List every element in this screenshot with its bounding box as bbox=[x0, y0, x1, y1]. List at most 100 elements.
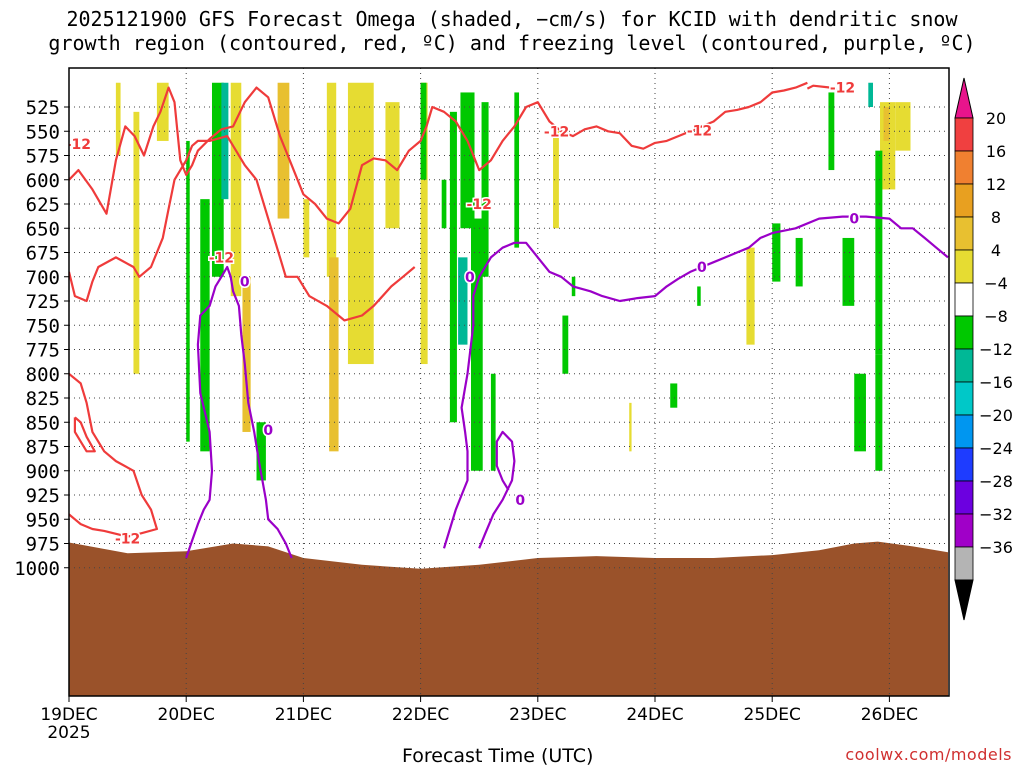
gridlines bbox=[69, 68, 949, 696]
omega-cell-25 bbox=[514, 92, 520, 248]
x-tick-label-21DEC: 21DEC bbox=[275, 705, 332, 725]
colorbar-seg-11 bbox=[954, 480, 974, 515]
x-tick-label-22DEC: 22DEC bbox=[392, 705, 449, 725]
y-tick-label-900: 900 bbox=[26, 461, 60, 483]
omega-cell-19 bbox=[449, 111, 457, 423]
source-credit: coolwx.com/models bbox=[845, 745, 1012, 764]
colorbar-label-5: −4 bbox=[984, 274, 1008, 293]
omega-shading bbox=[115, 82, 911, 481]
omega-cell-27 bbox=[562, 315, 569, 374]
y-tick-label-625: 625 bbox=[26, 194, 60, 216]
red-minus12-upper bbox=[69, 81, 808, 225]
omega-cell-1 bbox=[133, 111, 140, 374]
colorbar-bottom-arrow bbox=[954, 579, 974, 621]
omega-cell-2 bbox=[156, 82, 169, 141]
red-minus12-upper-label-1: -12 bbox=[209, 250, 234, 266]
red-minus12-bottom bbox=[69, 372, 158, 538]
omega-cell-6 bbox=[221, 82, 229, 200]
y-tick-label-700: 700 bbox=[26, 267, 60, 289]
red-minus12-upper-label-4: -12 bbox=[687, 123, 712, 139]
omega-cell-32 bbox=[746, 247, 755, 345]
red-minus12-top-label-0: -12 bbox=[830, 81, 855, 97]
omega-cell-30 bbox=[670, 383, 678, 408]
colorbar-seg-6 bbox=[954, 315, 974, 350]
omega-cell-37 bbox=[854, 373, 866, 452]
colorbar-seg-1 bbox=[954, 150, 974, 185]
y-tick-label-875: 875 bbox=[26, 437, 60, 459]
omega-cell-3 bbox=[186, 140, 190, 442]
colorbar-label-3: 8 bbox=[991, 208, 1001, 227]
y-axis: 5255505756006256506757007257507758008258… bbox=[14, 97, 69, 580]
omega-cell-40 bbox=[895, 102, 911, 151]
purple-zero-second-label-1: 0 bbox=[697, 260, 707, 276]
colorbar-seg-9 bbox=[954, 414, 974, 449]
colorbar-seg-2 bbox=[954, 183, 974, 218]
omega-cell-39 bbox=[883, 107, 890, 141]
surface-brown bbox=[69, 541, 948, 696]
colorbar-top-arrow bbox=[954, 77, 974, 119]
y-tick-label-725: 725 bbox=[26, 291, 60, 313]
red-minus12-small bbox=[73, 416, 96, 453]
purple-zero-main-label-0: 0 bbox=[240, 275, 250, 291]
red-minus12-bottom-label-0: -12 bbox=[115, 532, 140, 548]
colorbar-label-11: −28 bbox=[979, 472, 1013, 491]
omega-cell-12 bbox=[326, 82, 337, 277]
y-tick-label-575: 575 bbox=[26, 146, 60, 168]
x-axis-title: Forecast Time (UTC) bbox=[402, 745, 594, 767]
omega-cell-8 bbox=[242, 276, 251, 432]
y-tick-label-925: 925 bbox=[26, 485, 60, 507]
colorbar-label-6: −8 bbox=[984, 307, 1008, 326]
y-tick-label-600: 600 bbox=[26, 170, 60, 192]
colorbar-seg-5 bbox=[954, 282, 974, 317]
red-minus12-upper-label-3: -12 bbox=[544, 124, 569, 140]
omega-cell-21 bbox=[460, 92, 475, 229]
chart-title-line-1: 2025121900 GFS Forecast Omega (shaded, −… bbox=[66, 7, 958, 31]
omega-cell-11 bbox=[303, 199, 310, 258]
colorbar-seg-12 bbox=[954, 513, 974, 548]
colorbar: 20 16 12 8 4 −4 −8 −12 −16 −20 −24 −28 −32 −36 bbox=[954, 77, 1013, 621]
colorbar-seg-3 bbox=[954, 216, 974, 251]
purple-zero-third bbox=[478, 430, 516, 549]
y-tick-label-650: 650 bbox=[26, 218, 60, 240]
omega-cell-20 bbox=[458, 257, 468, 345]
omega-cell-29 bbox=[629, 402, 632, 452]
colorbar-seg-10 bbox=[954, 447, 974, 482]
colorbar-label-2: 12 bbox=[986, 175, 1006, 194]
colorbar-seg-13 bbox=[954, 546, 974, 581]
red-minus12-lower bbox=[69, 135, 416, 322]
colorbar-seg-8 bbox=[954, 381, 974, 416]
y-tick-label-950: 950 bbox=[26, 509, 60, 531]
colorbar-label-4: 4 bbox=[991, 241, 1001, 260]
x-tick-label-19DEC: 19DEC bbox=[40, 705, 97, 725]
omega-cell-36 bbox=[842, 237, 855, 306]
omega-cell-13 bbox=[329, 257, 339, 452]
chart-title-line-2: growth region (contoured, red, ºC) and f… bbox=[48, 31, 976, 55]
omega-cell-41 bbox=[868, 82, 873, 107]
y-tick-label-525: 525 bbox=[26, 97, 60, 119]
surface-terrain bbox=[69, 541, 948, 696]
y-tick-label-975: 975 bbox=[26, 534, 60, 556]
omega-cell-9 bbox=[256, 422, 266, 481]
y-tick-label-675: 675 bbox=[26, 243, 60, 265]
omega-cell-16 bbox=[420, 82, 428, 365]
omega-cell-26 bbox=[553, 131, 559, 229]
red-minus12-upper-label-0: -12 bbox=[66, 137, 91, 153]
purple-zero-main bbox=[185, 265, 293, 559]
red-minus12-upper-label-2: -12 bbox=[467, 197, 492, 213]
omega-cell-0 bbox=[115, 82, 121, 156]
plot-border bbox=[68, 67, 950, 697]
omega-cell-34 bbox=[795, 237, 803, 287]
omega-cell-14 bbox=[347, 82, 374, 365]
colorbar-seg-7 bbox=[954, 348, 974, 383]
omega-cell-7 bbox=[230, 82, 242, 297]
colorbar-label-1: 16 bbox=[986, 142, 1006, 161]
contours: -12 -12 -12 -12 -12 -12 -12 0 0 0 0 0 0 bbox=[66, 79, 949, 559]
purple-zero-second bbox=[442, 215, 949, 549]
y-tick-label-850: 850 bbox=[26, 412, 60, 434]
omega-cell-31 bbox=[697, 286, 701, 306]
y-tick-label-825: 825 bbox=[26, 388, 60, 410]
colorbar-seg-4 bbox=[954, 249, 974, 284]
colorbar-seg-0 bbox=[954, 117, 974, 152]
